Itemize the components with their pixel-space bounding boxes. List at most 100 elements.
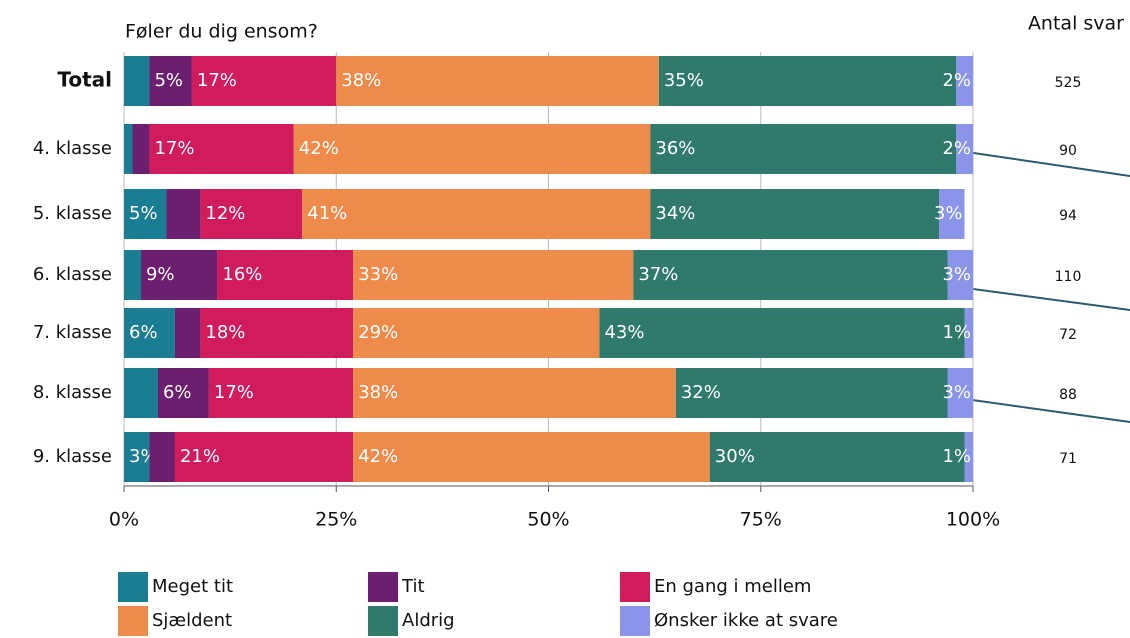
count-label: 71 — [1059, 451, 1077, 467]
value-label: 12% — [205, 203, 245, 224]
value-label: 42% — [358, 446, 398, 467]
value-label: 3% — [934, 203, 963, 224]
value-label: 32% — [681, 382, 721, 403]
legend-label: Ønsker ikke at svare — [654, 610, 838, 631]
value-label: 38% — [341, 70, 381, 91]
value-label: 17% — [214, 382, 254, 403]
legend-swatch — [620, 572, 650, 602]
bar-segment — [293, 124, 651, 174]
bar-segment — [217, 250, 354, 300]
category-label: 6. klasse — [33, 264, 112, 285]
value-label: 1% — [942, 322, 971, 343]
value-label: 6% — [129, 322, 158, 343]
value-label: 33% — [358, 264, 398, 285]
bar-segment — [675, 368, 948, 418]
legend-label: Aldrig — [402, 610, 455, 631]
bar-segment — [599, 308, 965, 358]
bar-segment — [650, 189, 940, 239]
chart-title: Føler du dig ensom? — [125, 21, 318, 43]
callout-line — [957, 286, 1130, 311]
bar-segment — [140, 250, 218, 300]
value-label: 29% — [358, 322, 398, 343]
count-label: 110 — [1055, 269, 1082, 285]
count-header: Antal svar — [1028, 13, 1124, 35]
bar-segment — [709, 432, 965, 482]
bar-segment — [166, 189, 201, 239]
value-label: 5% — [154, 70, 183, 91]
bar-segment — [964, 308, 973, 358]
legend-label: Sjældent — [152, 610, 232, 631]
bar-segment — [336, 56, 659, 106]
value-label: 43% — [604, 322, 644, 343]
value-label: 2% — [942, 138, 971, 159]
bar-segment — [633, 250, 948, 300]
bar-segment — [124, 189, 167, 239]
category-label: 5. klasse — [33, 203, 112, 224]
bar-segment — [353, 250, 634, 300]
value-label: 5% — [129, 203, 158, 224]
value-label: 34% — [655, 203, 695, 224]
bar-segment — [124, 432, 150, 482]
value-label: 17% — [154, 138, 194, 159]
bar-segment — [157, 368, 209, 418]
bar-segment — [200, 189, 303, 239]
bar-segment — [353, 368, 676, 418]
legend-label: En gang i mellem — [654, 576, 811, 597]
legend-label: Meget tit — [152, 576, 233, 597]
bar-segment — [353, 308, 600, 358]
legend-swatch — [368, 606, 398, 636]
bar-segment — [947, 250, 973, 300]
count-label: 72 — [1059, 327, 1077, 343]
x-tick-label: 25% — [315, 509, 357, 531]
bar-segment — [956, 56, 973, 106]
x-tick-label: 75% — [740, 509, 782, 531]
callout-line — [957, 397, 1130, 423]
value-label: 17% — [197, 70, 237, 91]
bar-segment — [124, 56, 150, 106]
bar-segment — [964, 432, 973, 482]
count-label: 88 — [1059, 387, 1077, 403]
value-label: 3% — [942, 264, 971, 285]
value-label: 2% — [942, 70, 971, 91]
value-label: 38% — [358, 382, 398, 403]
bar-segment — [149, 432, 175, 482]
value-label: 9% — [146, 264, 175, 285]
category-label: 4. klasse — [33, 138, 112, 159]
bar-segment — [124, 124, 133, 174]
bar-segment — [353, 432, 710, 482]
category-label: 7. klasse — [33, 322, 112, 343]
bar-segment — [200, 308, 354, 358]
count-label: 525 — [1055, 75, 1082, 91]
x-tick-label: 100% — [946, 509, 1000, 531]
value-label: 6% — [163, 382, 192, 403]
x-tick-label: 50% — [527, 509, 569, 531]
value-label: 1% — [942, 446, 971, 467]
bar-segment — [947, 368, 973, 418]
bar-segment — [149, 56, 192, 106]
legend-label: Tit — [401, 576, 425, 597]
legend-swatch — [620, 606, 650, 636]
bar-segment — [149, 124, 294, 174]
bar-segment — [650, 124, 957, 174]
legend-swatch — [118, 606, 148, 636]
bar-segment — [956, 124, 973, 174]
value-label: 30% — [715, 446, 755, 467]
value-label: 21% — [180, 446, 220, 467]
bar-segment — [658, 56, 957, 106]
x-tick-label: 0% — [109, 509, 139, 531]
count-label: 90 — [1059, 143, 1077, 159]
category-label: 9. klasse — [33, 446, 112, 467]
bar-segment — [132, 124, 150, 174]
value-label: 3% — [942, 382, 971, 403]
count-label: 94 — [1059, 208, 1077, 224]
value-label: 41% — [307, 203, 347, 224]
bar-segment — [939, 189, 965, 239]
callout-line — [959, 150, 1130, 177]
value-label: 35% — [664, 70, 704, 91]
value-label: 42% — [299, 138, 339, 159]
bar-segment — [208, 368, 354, 418]
bar-segment — [191, 56, 337, 106]
bar-segment — [124, 308, 175, 358]
bar-segment — [302, 189, 651, 239]
